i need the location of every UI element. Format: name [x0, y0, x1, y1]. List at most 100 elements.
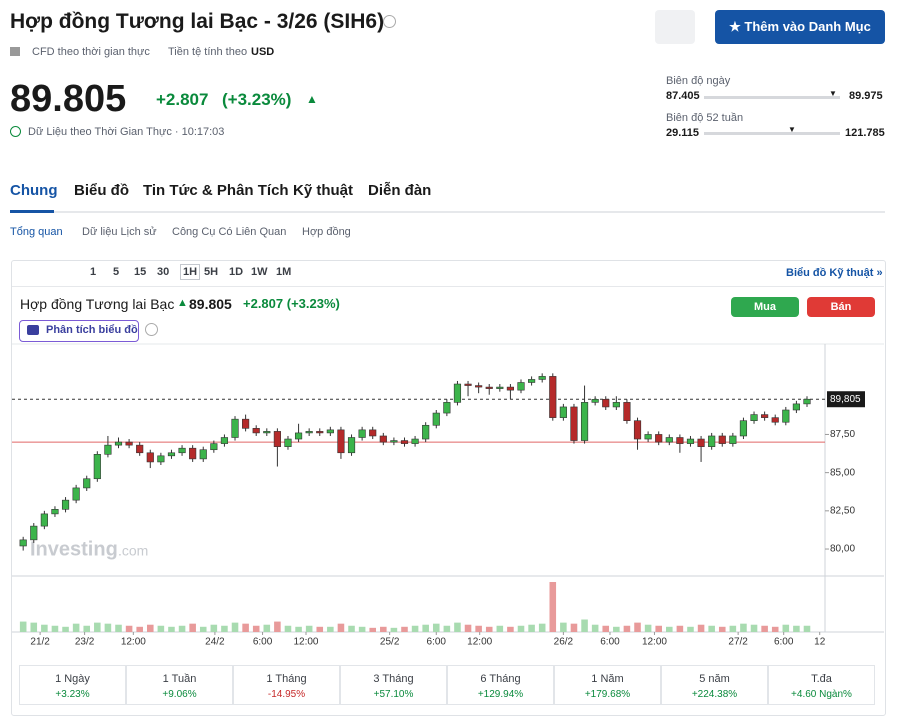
legend-arrow: ▲ [177, 297, 188, 309]
change-pct: (+3.23%) [222, 90, 292, 109]
interval-button[interactable]: 5 [113, 266, 120, 278]
performance-cell[interactable] [661, 665, 768, 705]
watchlist-button[interactable]: ★ Thêm vào Danh Mục [715, 10, 885, 44]
candle-body [379, 435, 387, 443]
x-tick-label: 21/2 [30, 637, 50, 648]
volume-bar [348, 625, 355, 632]
interval-button[interactable]: 15 [134, 266, 147, 278]
week52-high: 121.785 [845, 127, 885, 139]
performance-cell[interactable] [233, 665, 340, 705]
candle-body [210, 443, 218, 451]
info-icon[interactable] [383, 15, 396, 28]
candle-body [739, 420, 748, 437]
ai-info-icon[interactable] [145, 323, 158, 336]
y-tick-label: 82,50 [830, 505, 855, 516]
alert-button[interactable] [655, 10, 695, 44]
volume-bar [157, 625, 165, 632]
volume-bar [475, 625, 482, 632]
buy-button[interactable]: Mua [731, 297, 799, 317]
volume-bar [549, 582, 557, 632]
subtab[interactable]: Dữ liệu Lịch sử [82, 226, 157, 238]
ai-button[interactable] [19, 320, 139, 342]
x-tick-label: 12 [814, 637, 826, 648]
tech-link[interactable]: Biểu đồ Kỹ thuật » [786, 267, 883, 279]
interval-button[interactable]: 30 [157, 266, 170, 278]
candle-body [61, 499, 70, 510]
volume-bar [411, 625, 419, 632]
y-tick-label: 85,00 [830, 467, 855, 478]
currency-label: Tiền tệ tính theo [168, 46, 248, 58]
candle-body [697, 438, 705, 447]
performance-cell[interactable] [126, 665, 233, 705]
candle-body [369, 429, 377, 437]
performance-period: 1 Năm [591, 673, 624, 685]
performance-cell[interactable] [554, 665, 661, 705]
volume-bar [666, 626, 673, 632]
interval-button[interactable]: 5H [204, 266, 219, 278]
candle-body [453, 383, 462, 403]
performance-change: +57.10% [373, 689, 414, 700]
tab[interactable]: Biểu đồ [74, 182, 129, 199]
candle-body [580, 402, 589, 441]
interval-button[interactable]: 1D [229, 266, 244, 278]
volume-bar [750, 624, 758, 632]
candle-body [231, 418, 239, 438]
volume-bar [358, 626, 366, 632]
volume-bar [178, 625, 186, 632]
subtab[interactable]: Công Cụ Có Liên Quan [172, 226, 287, 238]
candle-body [104, 444, 112, 455]
subtab[interactable]: Hợp đồng [302, 226, 351, 238]
interval-button[interactable]: 1W [251, 266, 268, 278]
performance-cell[interactable] [340, 665, 447, 705]
volume-bar [242, 623, 249, 632]
performance-cell[interactable] [447, 665, 554, 705]
interval-button[interactable]: 1H [180, 264, 201, 280]
clock-icon [10, 126, 21, 137]
performance-period: 1 Tuần [162, 673, 197, 685]
candle-body [347, 437, 356, 454]
candle-body [178, 447, 186, 454]
volume-bar [422, 624, 429, 632]
chart-widget [11, 260, 886, 716]
cfd-label[interactable]: CFD theo thời gian thực [32, 46, 150, 58]
volume-bar [613, 626, 620, 632]
tab[interactable]: Diễn đàn [368, 182, 432, 199]
interval-button[interactable]: 1M [276, 266, 292, 278]
candle-body [708, 435, 716, 447]
performance-change: +4.60 Ngàn% [791, 689, 852, 700]
volume-bar [210, 624, 218, 632]
day-range-label: Biên độ ngày [666, 75, 731, 87]
candle-body [538, 376, 546, 380]
candle-body [316, 431, 324, 434]
tab[interactable]: Tin Tức & Phân Tích [143, 182, 289, 199]
volume-bar [401, 626, 408, 632]
performance-change: +129.94% [477, 689, 524, 700]
volume-bar [146, 624, 154, 632]
volume-bar [676, 625, 684, 632]
sell-button[interactable]: Bán [807, 297, 875, 317]
x-tick-label: 23/2 [75, 637, 95, 648]
x-tick-label: 26/2 [554, 637, 574, 648]
interval-button[interactable]: 1 [90, 266, 97, 278]
volume-bar [19, 621, 27, 632]
performance-cell[interactable] [768, 665, 875, 705]
volume-bar [485, 626, 493, 632]
tab[interactable]: Chung [10, 182, 58, 199]
tab[interactable]: Kỹ thuật [293, 182, 353, 199]
x-tick-label: 6:00 [600, 637, 620, 648]
performance-cell[interactable] [19, 665, 126, 705]
candle-body [189, 447, 197, 460]
candle-body [157, 455, 165, 463]
ai-text: Phân tích biểu đồ [46, 324, 138, 336]
currency: USD [251, 46, 275, 58]
performance-change: -14.95% [267, 689, 306, 700]
price: 89.805 [10, 78, 127, 120]
volume-bar [793, 625, 800, 632]
volume-bar [740, 623, 747, 632]
subtab[interactable]: Tổng quan [10, 226, 63, 238]
up-arrow: ▲ [306, 92, 318, 106]
volume-bar [644, 624, 652, 632]
candle-body [358, 429, 366, 438]
